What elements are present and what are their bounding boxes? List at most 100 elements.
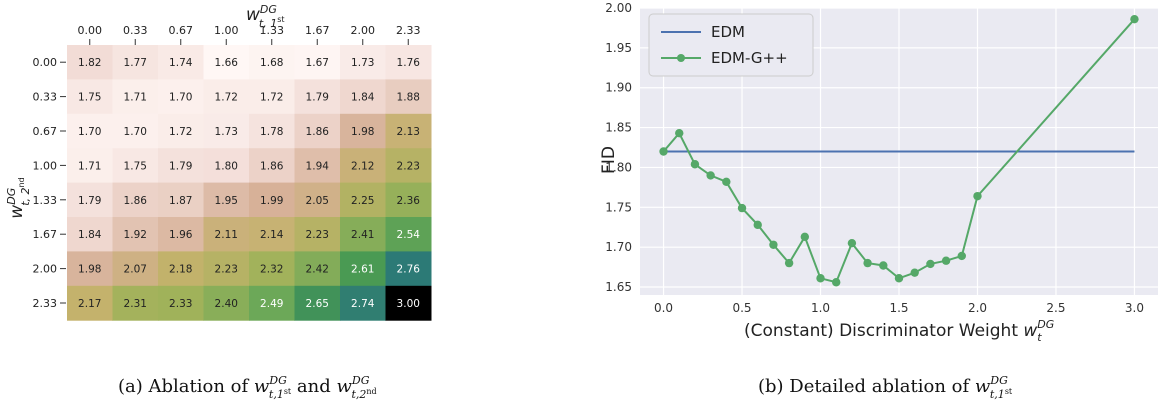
series-1-point-3	[706, 171, 715, 180]
heatmap-cell-7-1	[112, 285, 159, 321]
heatmap-cell-label-5-4: 2.14	[260, 229, 284, 241]
heatmap-x-tick-3: 1.00	[214, 24, 239, 37]
heatmap-cell-5-4	[249, 217, 295, 252]
heatmap-cell-label-2-5: 1.86	[306, 126, 330, 138]
x-tick-4: 2.0	[968, 301, 987, 315]
series-1-point-5	[737, 203, 747, 213]
heatmap-cell-0-7	[385, 45, 432, 80]
heatmap-cell-label-5-5: 2.23	[306, 229, 329, 241]
heatmap-cell-3-5	[294, 148, 341, 184]
series-1-point-12	[847, 238, 857, 248]
y-tick-2: 1.75	[605, 200, 632, 214]
heatmap-y-ticks: 0.00 0.33 0.67 1.00 1.33 1.67 2.00 2.33	[33, 56, 66, 310]
heatmap-cell-label-2-1: 1.70	[124, 126, 147, 138]
series-1-point-14	[879, 261, 888, 270]
series-1-point-4	[722, 177, 731, 186]
heatmap-cell-7-7	[385, 285, 432, 321]
heatmap-cell-3-4	[249, 148, 295, 184]
y-tick-0: 1.65	[605, 280, 632, 294]
series-1-point-21	[1130, 14, 1139, 24]
heatmap-x-ticks: 0.00 0.33 0.67 1.00 1.33 1.67 2.00 2.33	[78, 24, 421, 45]
heatmap-cell-label-7-5: 2.65	[306, 298, 329, 310]
heatmap-cell-label-1-3: 1.72	[215, 92, 238, 104]
heatmap-cell-4-4	[249, 182, 295, 218]
series-1-point-19	[957, 251, 966, 261]
heatmap-cell-label-1-0: 1.75	[78, 92, 101, 104]
heatmap-cell-label-0-1: 1.77	[124, 57, 147, 69]
heatmap-cell-6-5	[294, 251, 341, 287]
heatmap-cell-7-2	[158, 285, 204, 321]
heatmap-cell-3-0	[67, 148, 113, 184]
legend-edm-label: EDM	[711, 23, 745, 41]
y-tick-7: 2.00	[605, 1, 632, 15]
series-1-point-11	[832, 278, 841, 287]
heatmap-cell-7-4	[249, 285, 295, 321]
heatmap-cell-label-2-0: 1.70	[78, 126, 101, 138]
heatmap-cell-5-2	[158, 217, 204, 252]
heatmap-cell-label-6-6: 2.61	[351, 264, 374, 276]
heatmap-cell-2-2	[158, 113, 204, 149]
heatmap-cell-7-0	[67, 285, 113, 321]
heatmap-x-tick-0: 0.00	[78, 24, 103, 37]
y-tick-1: 1.70	[605, 240, 632, 254]
heatmap-cell-6-7	[385, 251, 432, 287]
heatmap-cell-label-5-6: 2.41	[351, 229, 374, 241]
heatmap-cell-3-1	[112, 148, 159, 184]
heatmap-cells: 1.82 1.77 1.74 1.66 1.68 1.67 1.73 1.76 1.75 1.71…	[67, 45, 432, 321]
series-1-point-2	[690, 160, 700, 169]
heatmap-cell-6-0	[67, 251, 113, 287]
heatmap-cell-label-4-6: 2.25	[351, 195, 374, 207]
x-tick-labels: 0.0 0.5 1.0 1.5 2.0 2.5 3.0	[654, 301, 1144, 315]
heatmap-cell-label-3-0: 1.71	[78, 160, 101, 172]
heatmap-cell-label-6-5: 2.42	[306, 264, 329, 276]
heatmap-cell-label-2-3: 1.73	[215, 126, 238, 138]
heatmap-cell-3-2	[158, 148, 204, 184]
heatmap-cell-label-3-6: 2.12	[351, 160, 374, 172]
heatmap-cell-label-3-4: 1.86	[260, 160, 284, 172]
heatmap-cell-label-3-5: 1.94	[306, 160, 330, 172]
heatmap-cell-label-4-4: 1.99	[260, 195, 283, 207]
heatmap-cell-1-5	[294, 79, 341, 115]
heatmap-x-tick-1: 0.33	[123, 24, 148, 37]
heatmap-cell-3-3	[203, 148, 250, 184]
heatmap-cell-label-1-2: 1.70	[169, 92, 192, 104]
heatmap-cell-0-4	[249, 45, 295, 80]
series-line-1	[662, 18, 1136, 284]
heatmap-cell-6-1	[112, 251, 159, 287]
heatmap-cell-label-0-6: 1.73	[351, 57, 374, 69]
heatmap-cell-2-0	[67, 113, 113, 149]
heatmap-cell-5-7	[385, 217, 432, 252]
series-1-point-6	[753, 220, 762, 230]
heatmap-cell-label-4-2: 1.87	[169, 195, 192, 207]
heatmap-y-tick-1: 0.33	[33, 91, 58, 104]
y-tick-3: 1.80	[605, 160, 632, 174]
series-1-point-18	[941, 256, 951, 265]
series-1-point-8	[784, 258, 794, 268]
heatmap-cell-label-7-1: 2.31	[124, 298, 147, 310]
heatmap-cell-label-5-1: 1.92	[124, 229, 147, 241]
legend: EDM EDM-G++	[648, 13, 814, 77]
heatmap-cell-label-0-7: 1.76	[397, 57, 421, 69]
heatmap-cell-label-1-1: 1.71	[124, 92, 147, 104]
heatmap-cell-label-4-5: 2.05	[306, 195, 329, 207]
heatmap-cell-0-0	[67, 45, 113, 80]
heatmap-cell-label-7-2: 2.33	[169, 298, 192, 310]
heatmap-x-tick-4: 1.33	[260, 24, 285, 37]
heatmap-cell-7-6	[340, 285, 386, 321]
heatmap-chart: 1.82 1.77 1.74 1.66 1.68 1.67 1.73 1.76 1.75 1.71…	[5, 3, 432, 401]
heatmap-cell-label-3-7: 2.23	[397, 160, 420, 172]
heatmap-cell-2-1	[112, 113, 159, 149]
heatmap-cell-4-0	[67, 182, 113, 218]
heatmap-x-tick-5: 1.67	[305, 24, 330, 37]
heatmap-cell-label-7-3: 2.40	[215, 298, 238, 310]
heatmap-cell-label-6-4: 2.32	[260, 264, 283, 276]
linechart-caption: (b) Detailed ablation of wDG t,1st	[758, 374, 1013, 401]
heatmap-cell-label-0-2: 1.74	[169, 57, 193, 69]
series-1-point-10	[816, 274, 825, 283]
heatmap-cell-label-1-7: 1.88	[397, 92, 420, 104]
heatmap-cell-4-2	[158, 182, 204, 218]
heatmap-cell-0-2	[158, 45, 204, 80]
heatmap-cell-label-6-3: 2.23	[215, 264, 238, 276]
heatmap-cell-label-2-2: 1.72	[169, 126, 192, 138]
